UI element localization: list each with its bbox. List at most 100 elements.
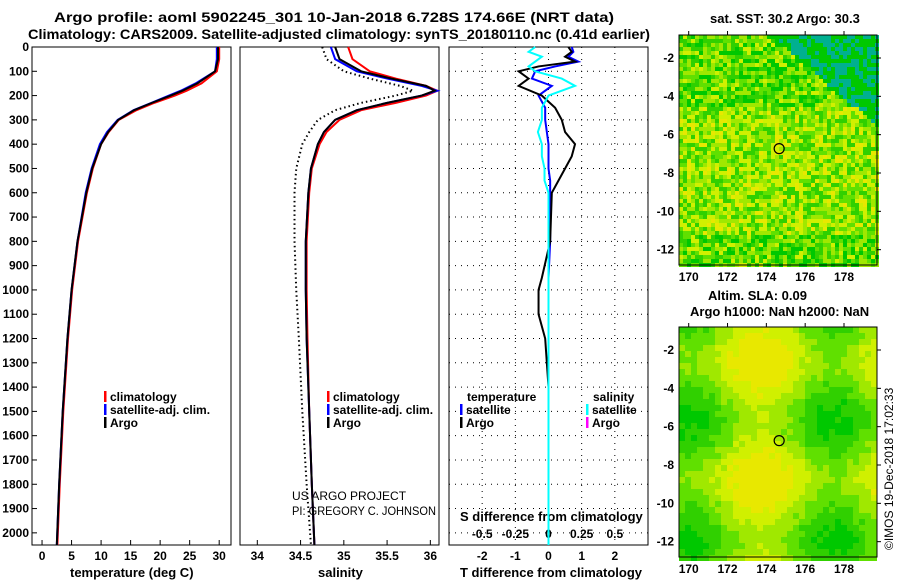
map-cell	[679, 67, 683, 71]
map-cell	[679, 513, 685, 519]
map-cell	[721, 357, 727, 363]
map-cell	[759, 187, 763, 191]
map-cell	[767, 99, 771, 103]
map-cell	[823, 151, 827, 155]
map-cell	[779, 43, 783, 47]
map-cell	[851, 139, 855, 143]
map-cell	[769, 375, 775, 381]
temperature-tick-label: 20	[153, 549, 167, 563]
map-cell	[751, 191, 755, 195]
map-cell	[787, 35, 791, 39]
map-cell	[853, 423, 859, 429]
map-cell	[755, 139, 759, 143]
map-cell	[679, 375, 685, 381]
map-cell	[759, 67, 763, 71]
map-cell	[767, 51, 771, 55]
map-cell	[731, 151, 735, 155]
map-cell	[795, 247, 799, 251]
map-cell	[863, 55, 867, 59]
lat-tick-label: -10	[657, 204, 675, 218]
map-cell	[817, 507, 823, 513]
map-cell	[847, 131, 851, 135]
map-cell	[823, 351, 829, 357]
map-cell	[831, 223, 835, 227]
map-cell	[739, 375, 745, 381]
map-cell	[819, 227, 823, 231]
map-cell	[763, 179, 767, 183]
map-cell	[707, 147, 711, 151]
map-cell	[783, 243, 787, 247]
map-cell	[757, 345, 763, 351]
map-cell	[823, 59, 827, 63]
map-cell	[811, 175, 815, 179]
map-cell	[835, 543, 841, 549]
map-cell	[811, 507, 817, 513]
map-cell	[817, 453, 823, 459]
map-cell	[715, 357, 721, 363]
map-cell	[835, 195, 839, 199]
map-cell	[695, 123, 699, 127]
map-cell	[757, 429, 763, 435]
map-cell	[745, 411, 751, 417]
map-cell	[763, 555, 769, 561]
map-cell	[799, 123, 803, 127]
map-cell	[727, 135, 731, 139]
map-cell	[817, 549, 823, 555]
map-cell	[759, 231, 763, 235]
map-cell	[757, 549, 763, 555]
map-cell	[735, 47, 739, 51]
map-cell	[827, 87, 831, 91]
tdiff-legend-label: satellite	[466, 403, 511, 417]
map-cell	[819, 103, 823, 107]
map-cell	[691, 187, 695, 191]
map-cell	[811, 525, 817, 531]
map-cell	[863, 151, 867, 155]
map-cell	[683, 99, 687, 103]
map-cell	[775, 63, 779, 67]
map-cell	[853, 417, 859, 423]
map-cell	[835, 79, 839, 83]
map-cell	[759, 207, 763, 211]
map-cell	[791, 199, 795, 203]
map-cell	[687, 239, 691, 243]
map-cell	[695, 51, 699, 55]
map-cell	[699, 175, 703, 179]
map-cell	[731, 143, 735, 147]
map-cell	[817, 525, 823, 531]
map-cell	[719, 83, 723, 87]
map-cell	[767, 183, 771, 187]
map-cell	[723, 239, 727, 243]
map-cell	[787, 405, 793, 411]
map-cell	[685, 453, 691, 459]
map-cell	[767, 223, 771, 227]
map-cell	[799, 453, 805, 459]
map-cell	[751, 79, 755, 83]
map-cell	[695, 243, 699, 247]
map-cell	[679, 83, 683, 87]
map-cell	[839, 55, 843, 59]
map-cell	[787, 327, 793, 333]
map-cell	[721, 399, 727, 405]
map-cell	[795, 207, 799, 211]
map-cell	[697, 369, 703, 375]
map-cell	[787, 103, 791, 107]
map-cell	[727, 549, 733, 555]
map-cell	[755, 231, 759, 235]
map-cell	[703, 543, 709, 549]
map-cell	[871, 549, 877, 555]
map-cell	[865, 441, 871, 447]
map-cell	[779, 159, 783, 163]
map-cell	[679, 471, 685, 477]
map-cell	[817, 435, 823, 441]
map-cell	[739, 537, 745, 543]
map-cell	[803, 139, 807, 143]
map-cell	[829, 537, 835, 543]
map-cell	[847, 223, 851, 227]
map-cell	[695, 83, 699, 87]
map-cell	[679, 115, 683, 119]
map-cell	[811, 251, 815, 255]
map-cell	[721, 387, 727, 393]
map-cell	[715, 483, 721, 489]
map-cell	[743, 43, 747, 47]
map-cell	[851, 183, 855, 187]
